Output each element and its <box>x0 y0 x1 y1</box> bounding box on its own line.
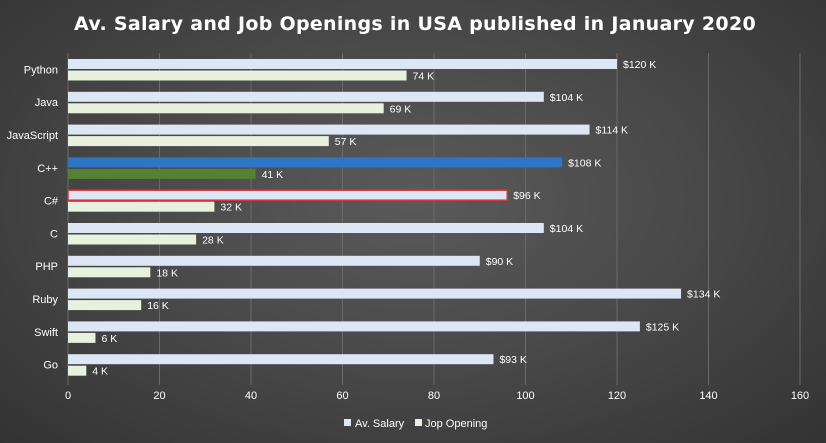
x-tick-label: 20 <box>153 390 165 402</box>
bar-av-salary-python <box>68 59 617 69</box>
gridlines <box>67 53 801 385</box>
legend-label-jop-opening: Jop Opening <box>425 418 487 430</box>
data-label-jop-opening-swift: 6 K <box>101 333 117 345</box>
data-label-av-salary-c: $104 K <box>550 223 583 235</box>
bar-jop-opening-java <box>68 103 384 114</box>
x-tick-labels: 0 20 40 60 80 100 120 140 160 <box>65 390 809 402</box>
x-tick-label: 100 <box>516 390 534 402</box>
data-label-av-salary-ruby: $134 K <box>687 289 720 301</box>
category-labels: Python Java JavaScript C++ C# C PHP Ruby Swift Go <box>7 64 59 371</box>
bar-jop-opening-csharp <box>68 201 215 212</box>
category-label: C# <box>44 196 59 208</box>
data-label-av-salary-swift: $125 K <box>646 321 679 333</box>
category-label: Python <box>24 64 58 76</box>
x-tick-label: 0 <box>65 390 71 402</box>
bar-av-salary-javascript <box>68 124 590 135</box>
category-label: C <box>50 228 58 240</box>
bar-av-salary-java <box>68 91 544 102</box>
x-tick-label: 140 <box>699 390 717 402</box>
legend-swatch-jop-opening <box>415 419 422 426</box>
bar-jop-opening-ruby <box>68 300 142 311</box>
data-label-av-salary-javascript: $114 K <box>596 125 629 137</box>
category-label: Ruby <box>32 294 58 306</box>
data-label-jop-opening-go: 4 K <box>92 366 108 378</box>
data-label-av-salary-java: $104 K <box>550 92 583 104</box>
data-label-av-salary-python: $120 K <box>623 59 656 71</box>
data-label-jop-opening-csharp: 32 K <box>220 202 242 214</box>
legend: Av. Salary Jop Opening <box>344 418 487 430</box>
bar-av-salary-php <box>68 255 480 266</box>
category-label: C++ <box>37 163 58 175</box>
data-label-av-salary-cpp: $108 K <box>568 157 601 169</box>
data-label-av-salary-php: $90 K <box>486 256 513 268</box>
bar-jop-opening-php <box>68 267 151 278</box>
chart-title: Av. Salary and Job Openings in USA publi… <box>74 13 756 35</box>
bar-jop-opening-swift <box>68 332 96 343</box>
data-label-jop-opening-c: 28 K <box>202 235 224 247</box>
bar-av-salary-c <box>68 223 544 233</box>
category-label: Swift <box>34 327 58 339</box>
x-tick-label: 40 <box>245 390 257 402</box>
bar-jop-opening-c <box>68 234 197 245</box>
bar-av-salary-cpp <box>68 157 563 168</box>
data-label-jop-opening-cpp: 41 K <box>262 169 284 181</box>
bar-jop-opening-python <box>68 70 407 81</box>
x-tick-label: 160 <box>791 390 809 402</box>
x-tick-label: 60 <box>336 390 348 402</box>
data-label-jop-opening-php: 18 K <box>156 267 178 279</box>
x-tick-label: 80 <box>428 390 440 402</box>
data-label-jop-opening-python: 74 K <box>413 71 435 83</box>
data-label-jop-opening-ruby: 16 K <box>147 300 169 312</box>
category-label: PHP <box>35 261 58 273</box>
bar-jop-opening-cpp <box>68 168 256 179</box>
legend-label-av-salary: Av. Salary <box>355 418 405 430</box>
data-label-jop-opening-java: 69 K <box>390 103 412 115</box>
category-label: Go <box>43 360 58 372</box>
bars: $120 K 74 K $104 K 69 K $114 K 57 K $108 K 41 K… <box>67 59 720 378</box>
data-label-av-salary-csharp: $96 K <box>513 190 540 202</box>
bar-av-salary-ruby <box>68 288 682 299</box>
bar-jop-opening-javascript <box>68 136 329 147</box>
data-label-jop-opening-javascript: 57 K <box>335 136 357 148</box>
bar-jop-opening-go <box>68 365 87 376</box>
data-label-av-salary-go: $93 K <box>499 354 526 366</box>
bar-av-salary-go <box>68 354 494 365</box>
x-tick-label: 120 <box>608 390 626 402</box>
bar-av-salary-csharp <box>67 189 508 201</box>
category-label: Java <box>35 97 59 109</box>
legend-swatch-av-salary <box>344 419 351 426</box>
bar-av-salary-swift <box>68 321 640 332</box>
category-label: JavaScript <box>7 130 58 142</box>
